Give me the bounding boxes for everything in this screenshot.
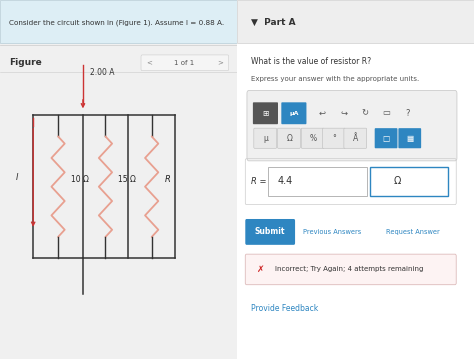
FancyBboxPatch shape (246, 219, 295, 245)
Text: Å: Å (353, 134, 358, 143)
Text: ↩: ↩ (319, 108, 326, 118)
FancyBboxPatch shape (0, 0, 237, 43)
Text: 4.4: 4.4 (277, 176, 292, 186)
Text: ▼  Part A: ▼ Part A (251, 18, 296, 27)
FancyBboxPatch shape (322, 128, 345, 148)
FancyBboxPatch shape (247, 90, 457, 161)
Text: Figure: Figure (9, 58, 42, 67)
Text: 10 Ω: 10 Ω (71, 175, 89, 184)
Text: ▦: ▦ (406, 134, 414, 143)
Text: ↪: ↪ (340, 108, 347, 118)
Text: °: ° (332, 134, 336, 143)
FancyBboxPatch shape (277, 128, 301, 148)
Text: 2.00 A: 2.00 A (90, 68, 115, 77)
FancyBboxPatch shape (268, 167, 367, 196)
Text: Incorrect; Try Again; 4 attempts remaining: Incorrect; Try Again; 4 attempts remaini… (275, 266, 423, 272)
Text: ✗: ✗ (257, 265, 264, 274)
Text: ⊞: ⊞ (262, 108, 269, 118)
Text: %: % (309, 134, 317, 143)
Text: μ: μ (263, 134, 268, 143)
Text: Submit: Submit (255, 227, 285, 236)
Text: Request Answer: Request Answer (386, 229, 440, 234)
FancyBboxPatch shape (301, 128, 324, 148)
Text: Consider the circuit shown in (Figure 1). Assume I = 0.88 A.: Consider the circuit shown in (Figure 1)… (9, 19, 225, 25)
Text: >: > (218, 60, 223, 66)
Text: Ω: Ω (393, 176, 401, 186)
Text: ?: ? (405, 108, 410, 118)
FancyBboxPatch shape (398, 128, 421, 148)
Text: ↻: ↻ (362, 108, 368, 118)
Text: R =: R = (251, 177, 267, 186)
Text: Express your answer with the appropriate units.: Express your answer with the appropriate… (251, 76, 419, 82)
Text: μA: μA (289, 111, 299, 116)
Text: Previous Answers: Previous Answers (303, 229, 362, 234)
FancyBboxPatch shape (237, 43, 474, 359)
Text: I: I (15, 173, 18, 182)
FancyBboxPatch shape (253, 102, 278, 124)
Text: R: R (165, 175, 171, 184)
FancyBboxPatch shape (370, 167, 448, 196)
FancyBboxPatch shape (246, 254, 456, 285)
FancyBboxPatch shape (344, 128, 367, 148)
FancyBboxPatch shape (141, 55, 228, 71)
Text: □: □ (383, 134, 390, 143)
Text: 15 Ω: 15 Ω (118, 175, 137, 184)
Text: ▭: ▭ (383, 108, 390, 118)
FancyBboxPatch shape (282, 102, 306, 124)
Text: What is the value of resistor R?: What is the value of resistor R? (251, 56, 371, 66)
Text: Provide Feedback: Provide Feedback (251, 304, 319, 313)
Text: <: < (146, 60, 152, 66)
Text: 1 of 1: 1 of 1 (173, 60, 194, 66)
FancyBboxPatch shape (254, 128, 277, 148)
Text: Ω: Ω (286, 134, 292, 143)
FancyBboxPatch shape (374, 128, 397, 148)
FancyBboxPatch shape (237, 0, 474, 43)
